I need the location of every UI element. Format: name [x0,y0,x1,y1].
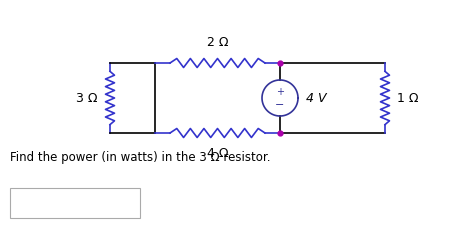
Text: 4 Ω: 4 Ω [207,147,228,160]
Text: −: − [275,100,285,110]
Text: 1 Ω: 1 Ω [397,91,419,104]
Text: Find the power (in watts) in the 3 Ω resistor.: Find the power (in watts) in the 3 Ω res… [10,152,271,164]
Text: 4 V: 4 V [306,91,327,104]
Bar [10,188,140,218]
Text: 2 Ω: 2 Ω [207,36,228,49]
Text: 3 Ω: 3 Ω [76,91,98,104]
Text: +: + [276,87,284,97]
